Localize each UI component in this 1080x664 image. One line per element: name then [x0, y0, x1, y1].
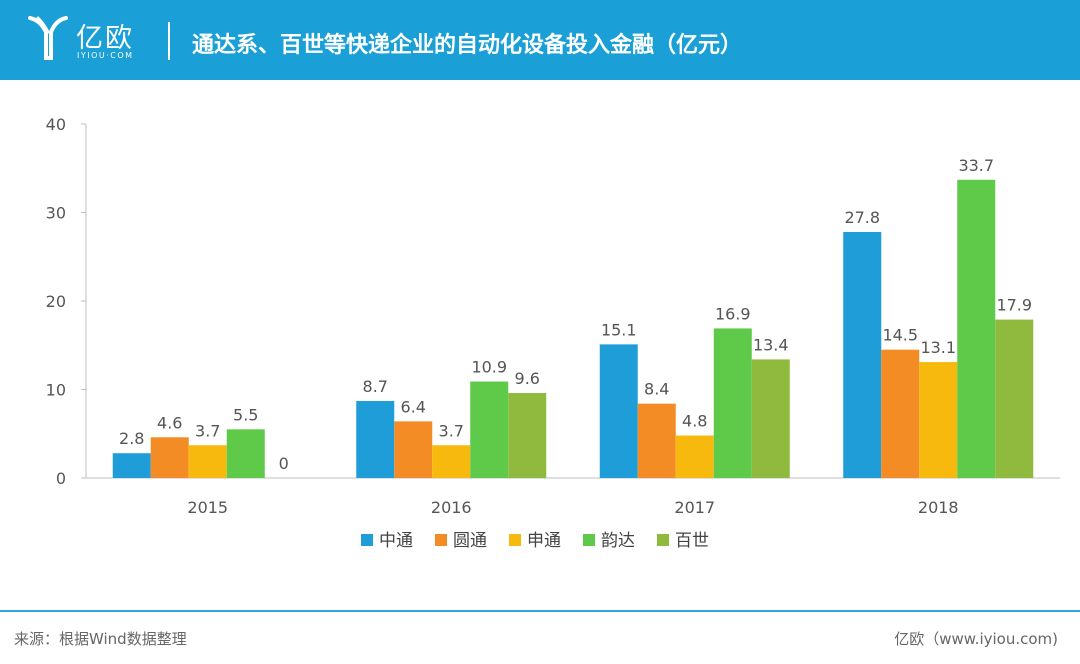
x-tick-label: 2015	[187, 498, 228, 517]
legend-label: 中通	[379, 531, 413, 551]
bar	[470, 382, 508, 478]
bar	[638, 404, 676, 478]
data-label: 4.8	[682, 412, 707, 431]
legend-swatch	[361, 534, 373, 546]
bar	[843, 232, 881, 478]
data-label: 8.4	[644, 380, 669, 399]
bar	[394, 421, 432, 478]
data-label: 3.7	[195, 421, 220, 440]
data-label: 8.7	[363, 377, 388, 396]
source-note: 来源：根据Wind数据整理	[14, 628, 187, 649]
data-label: 9.6	[515, 369, 540, 388]
bar	[600, 344, 638, 478]
bar-chart: 0 10 20 30 40 2015 2016 2017 2018 2.8 8.7 15.1 27.8…	[0, 80, 1080, 580]
y-tick-label: 40	[46, 115, 66, 134]
data-label: 2.8	[119, 429, 144, 448]
legend-label: 韵达	[601, 531, 635, 551]
x-tick-label: 2016	[431, 498, 472, 517]
data-label: 27.8	[844, 208, 880, 227]
data-label: 17.9	[996, 296, 1032, 315]
legend-label: 申通	[527, 531, 561, 551]
legend-label: 圆通	[453, 531, 487, 551]
x-tick-label: 2018	[918, 498, 959, 517]
bar	[189, 445, 227, 478]
data-label: 5.5	[233, 405, 258, 424]
footer-credit: 亿欧（www.iyiou.com)	[894, 628, 1058, 649]
legend-label: 百世	[675, 531, 709, 551]
y-tick-label: 0	[56, 469, 66, 488]
bar	[714, 328, 752, 478]
chart-bars: 2.8 8.7 15.1 27.8 4.6 6.4 8.4 14.5 3.7 3.7 4.8 13.1…	[113, 156, 1034, 478]
bar	[957, 180, 995, 478]
legend-swatch	[435, 534, 447, 546]
data-label: 0	[279, 454, 289, 473]
bar	[881, 350, 919, 478]
x-tick-label: 2017	[674, 498, 715, 517]
legend-swatch	[583, 534, 595, 546]
logo-icon	[26, 14, 70, 62]
y-tick-label: 10	[46, 381, 66, 400]
bar	[508, 393, 546, 478]
bar	[356, 401, 394, 478]
data-label: 14.5	[882, 326, 918, 345]
bar	[432, 445, 470, 478]
y-tick-label: 20	[46, 292, 66, 311]
bar	[227, 429, 265, 478]
page-title: 通达系、百世等快递企业的自动化设备投入金融（亿元）	[192, 27, 742, 59]
header-bar: 亿欧 IYIOU·COM 通达系、百世等快递企业的自动化设备投入金融（亿元）	[0, 0, 1080, 80]
data-label: 33.7	[958, 156, 994, 175]
legend-swatch	[509, 534, 521, 546]
bar	[676, 436, 714, 478]
bar	[113, 453, 151, 478]
data-label: 16.9	[715, 304, 751, 323]
data-label: 4.6	[157, 413, 182, 432]
bar	[151, 437, 189, 478]
footer-divider	[0, 610, 1080, 612]
logo: 亿欧 IYIOU·COM	[26, 10, 166, 70]
bar	[752, 359, 790, 478]
header-divider	[168, 22, 170, 60]
bar	[995, 320, 1033, 478]
chart-legend: 中通 圆通 申通 韵达 百世	[361, 531, 709, 551]
data-label: 15.1	[601, 320, 637, 339]
bar	[919, 362, 957, 478]
y-tick-label: 30	[46, 204, 66, 223]
data-label: 13.1	[920, 338, 956, 357]
legend-swatch	[657, 534, 669, 546]
data-label: 13.4	[753, 335, 789, 354]
data-label: 6.4	[401, 397, 426, 416]
data-label: 3.7	[439, 421, 464, 440]
logo-text: 亿欧	[76, 16, 134, 55]
logo-subtext: IYIOU·COM	[77, 51, 134, 60]
data-label: 10.9	[471, 358, 507, 377]
